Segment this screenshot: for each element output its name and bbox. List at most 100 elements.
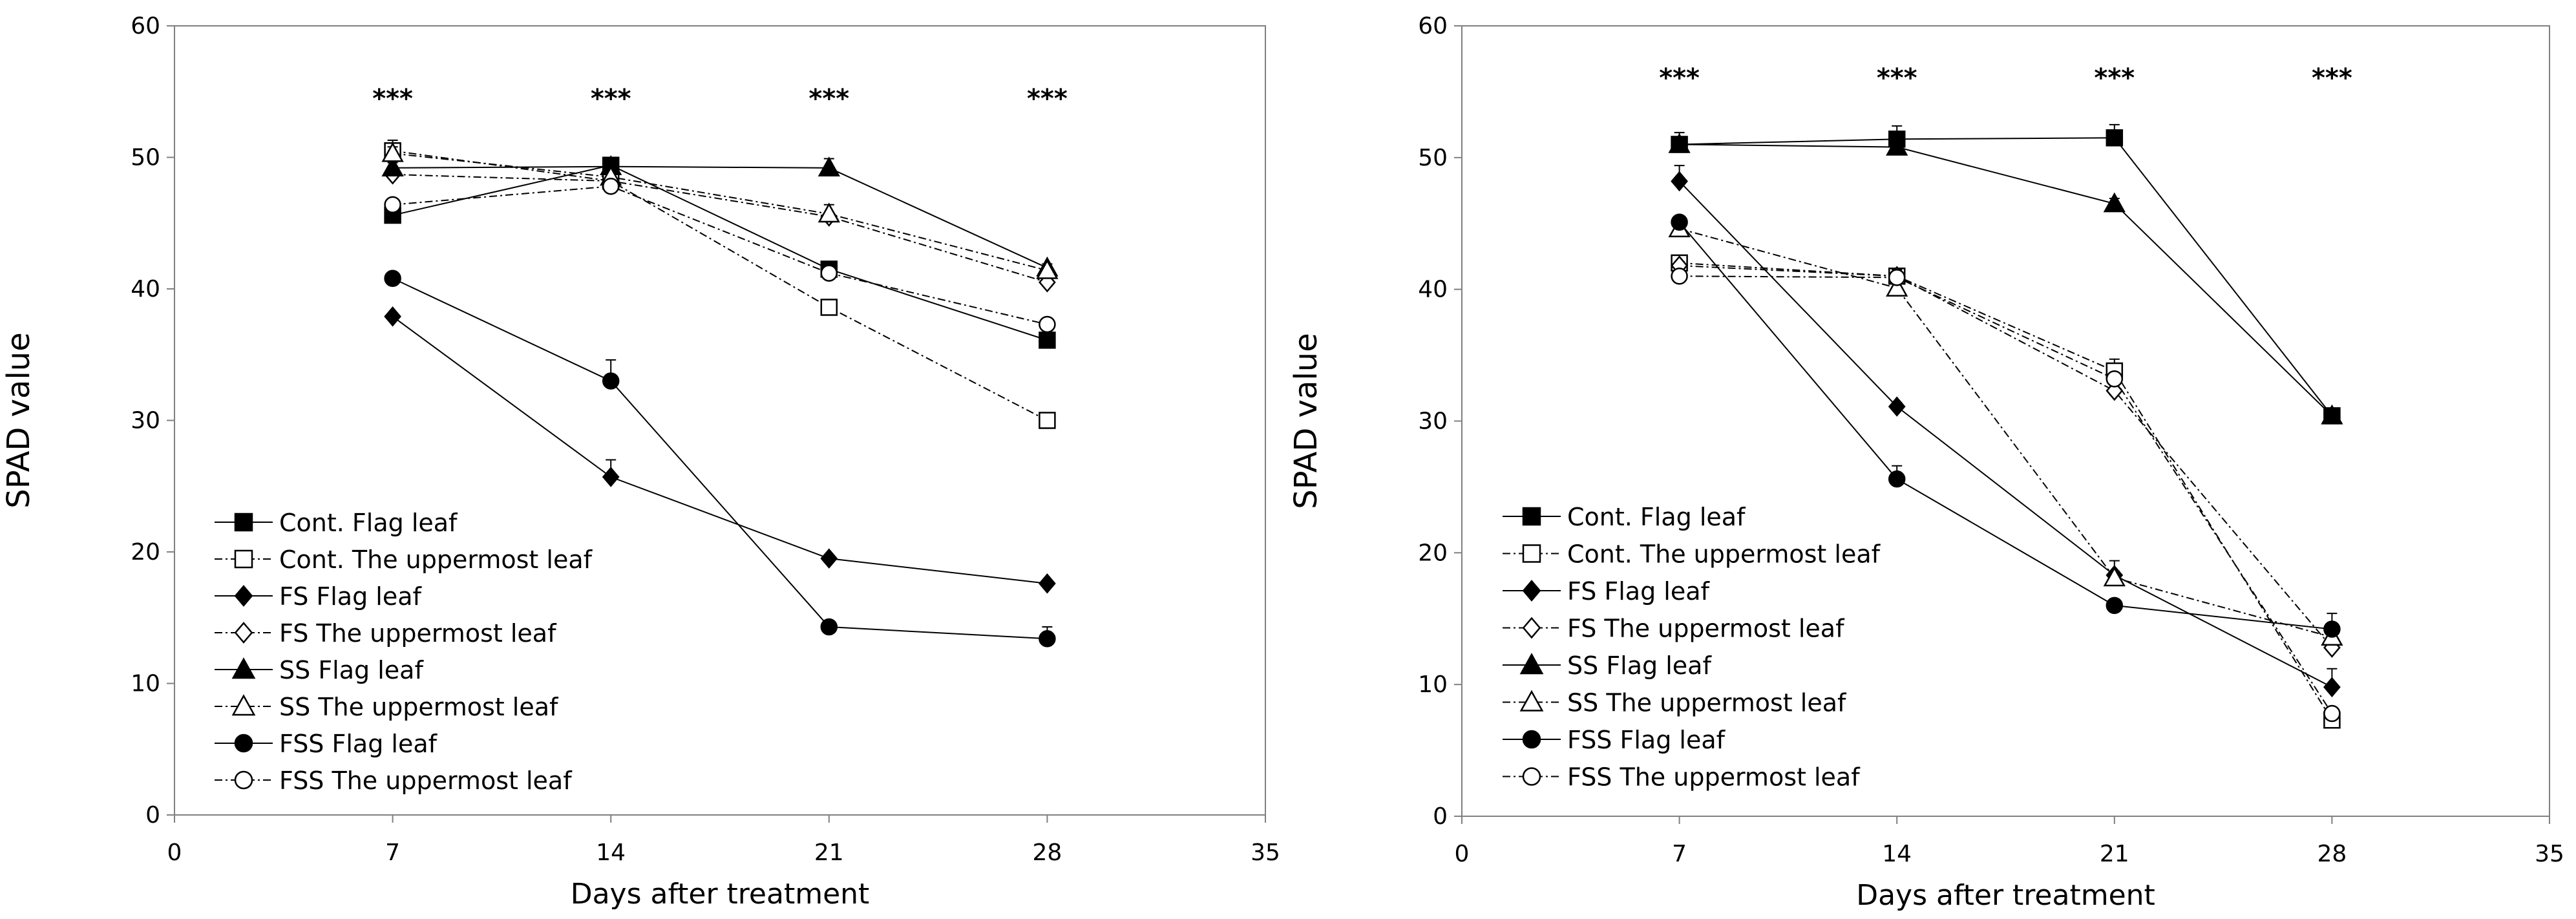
data-point-fss-the-uppermost-leaf (2323, 704, 2341, 723)
legend-marker-ss-flag-leaf (1519, 653, 1544, 675)
significance-label: *** (1027, 84, 1068, 114)
significance-label: *** (808, 84, 849, 114)
series-line-fss-the-uppermost-leaf (1679, 275, 2333, 714)
legend-label-fs-flag-leaf: FS Flag leaf (279, 582, 423, 611)
data-point-fss-flag-leaf (2323, 620, 2341, 638)
series-line-ss-flag-leaf (1679, 143, 2333, 417)
legend-marker-fs-the-uppermost-leaf (1522, 617, 1541, 639)
data-point-fss-the-uppermost-leaf (1039, 315, 1056, 333)
legend-marker-ss-the-uppermost-leaf (231, 694, 256, 716)
series-line-cont-flag-leaf (1679, 137, 2333, 416)
x-tick-label: 28 (2317, 841, 2347, 867)
data-point-fs-flag-leaf (1671, 171, 1688, 192)
y-tick-label: 60 (1418, 13, 1448, 39)
x-tick-label: 35 (2535, 841, 2564, 867)
legend-marker-ss-flag-leaf (231, 657, 256, 679)
legend-label-ss-the-uppermost-leaf: SS The uppermost leaf (1567, 689, 1847, 717)
data-point-fs-flag-leaf (384, 306, 401, 327)
series-line-ss-the-uppermost-leaf (1679, 227, 2332, 638)
x-tick-label: 0 (167, 840, 182, 866)
data-point-ss-flag-leaf (818, 156, 840, 177)
data-point-fss-the-uppermost-leaf (820, 264, 838, 282)
data-point-ss-the-uppermost-leaf (818, 202, 840, 223)
legend-marker-cont-flag-leaf (234, 512, 253, 532)
significance-label: *** (2312, 63, 2352, 93)
data-point-fss-flag-leaf (820, 618, 838, 636)
y-tick-label: 30 (1418, 408, 1448, 435)
y-tick-label: 0 (145, 802, 160, 829)
data-point-cont-flag-leaf (1039, 332, 1056, 349)
y-tick-label: 10 (1418, 671, 1448, 698)
legend-marker-ss-the-uppermost-leaf (1519, 690, 1544, 712)
legend-label-fss-flag-leaf: FSS Flag leaf (279, 730, 438, 758)
data-point-fss-flag-leaf (384, 269, 401, 287)
x-tick-label: 21 (2100, 841, 2129, 867)
legend-label-fs-the-uppermost-leaf: FS The uppermost leaf (279, 619, 557, 648)
x-tick-label: 28 (1032, 840, 1062, 866)
data-point-fss-the-uppermost-leaf (384, 196, 401, 214)
legend-marker-fss-the-uppermost-leaf (1522, 767, 1541, 786)
data-point-fs-flag-leaf (602, 467, 620, 487)
data-point-ss-the-uppermost-leaf (2103, 566, 2126, 587)
series-line-fss-the-uppermost-leaf (392, 185, 1048, 325)
legend-label-fs-the-uppermost-leaf: FS The uppermost leaf (1567, 615, 1845, 643)
data-point-fs-flag-leaf (2323, 677, 2341, 697)
series-line-fss-flag-leaf (1678, 222, 2332, 630)
left-panel: 0 10 20 30 40 50 60 0 7 14 21 28 35 Days after treatm… (1, 13, 1280, 911)
legend-marker-fss-the-uppermost-leaf (234, 770, 253, 790)
data-point-fs-flag-leaf (1039, 573, 1056, 594)
legend-label-ss-flag-leaf: SS Flag leaf (1567, 651, 1712, 680)
significance-label: *** (1877, 63, 1917, 93)
legend-label-fs-flag-leaf: FS Flag leaf (1567, 577, 1711, 606)
series-line-fs-the-uppermost-leaf (1679, 264, 2333, 648)
data-point-fss-the-uppermost-leaf (602, 178, 620, 195)
data-point-cont-flag-leaf (2106, 129, 2124, 147)
x-axis-label: Days after treatment (571, 878, 870, 911)
legend-marker-cont-the-uppermost-leaf (1522, 544, 1541, 563)
legend-label-fss-the-uppermost-leaf: FSS The uppermost leaf (279, 766, 573, 795)
legend-marker-fs-the-uppermost-leaf (234, 622, 253, 644)
y-tick-label: 10 (131, 671, 160, 697)
data-point-fss-the-uppermost-leaf (1888, 269, 1906, 286)
y-axis-label: SPAD value (1288, 333, 1324, 509)
data-point-fss-flag-leaf (602, 372, 620, 390)
x-tick-label: 0 (1455, 841, 1470, 867)
x-tick-label: 35 (1251, 840, 1280, 866)
data-point-fss-flag-leaf (1039, 630, 1056, 648)
y-tick-label: 20 (1418, 540, 1448, 566)
legend-label-cont-flag-leaf: Cont. Flag leaf (1567, 503, 1746, 531)
series-line-fss-flag-leaf (392, 277, 1048, 640)
series-line-fs-flag-leaf (392, 315, 1048, 584)
data-point-ss-the-uppermost-leaf (1886, 277, 1908, 297)
data-point-fss-flag-leaf (1671, 213, 1688, 231)
legend-label-cont-the-uppermost-leaf: Cont. The uppermost leaf (1567, 540, 1881, 569)
data-point-fs-flag-leaf (820, 548, 838, 569)
legend-label-cont-flag-leaf: Cont. Flag leaf (279, 509, 458, 537)
legend-marker-fs-flag-leaf (234, 585, 253, 607)
y-tick-label: 60 (131, 13, 160, 39)
series-line-fs-flag-leaf (1678, 180, 2332, 688)
data-point-ss-the-uppermost-leaf (381, 142, 404, 162)
legend-label-fss-flag-leaf: FSS Flag leaf (1567, 726, 1726, 754)
data-point-ss-flag-leaf (381, 156, 404, 177)
y-tick-label: 20 (131, 539, 160, 565)
y-tick-label: 40 (1418, 277, 1448, 303)
data-point-fs-the-uppermost-leaf (1039, 272, 1056, 293)
data-point-cont-the-uppermost-leaf (820, 299, 838, 316)
series-line-cont-the-uppermost-leaf (392, 150, 1048, 421)
x-tick-label: 21 (814, 840, 844, 866)
data-point-fss-flag-leaf (2106, 597, 2124, 615)
legend-label-cont-the-uppermost-leaf: Cont. The uppermost leaf (279, 545, 593, 574)
series-line-cont-the-uppermost-leaf (1679, 262, 2333, 721)
legend-marker-fss-flag-leaf (234, 734, 253, 753)
legend-marker-fs-flag-leaf (1522, 580, 1541, 602)
legend-label-ss-flag-leaf: SS Flag leaf (279, 656, 424, 684)
data-point-ss-the-uppermost-leaf (1036, 259, 1059, 279)
series-line-fs-the-uppermost-leaf (392, 173, 1048, 283)
data-point-fss-the-uppermost-leaf (2106, 370, 2124, 388)
legend-label-fss-the-uppermost-leaf: FSS The uppermost leaf (1567, 763, 1861, 792)
legend-marker-fss-flag-leaf (1522, 730, 1541, 749)
significance-label: *** (1659, 63, 1700, 93)
legend-label-ss-the-uppermost-leaf: SS The uppermost leaf (279, 693, 559, 721)
